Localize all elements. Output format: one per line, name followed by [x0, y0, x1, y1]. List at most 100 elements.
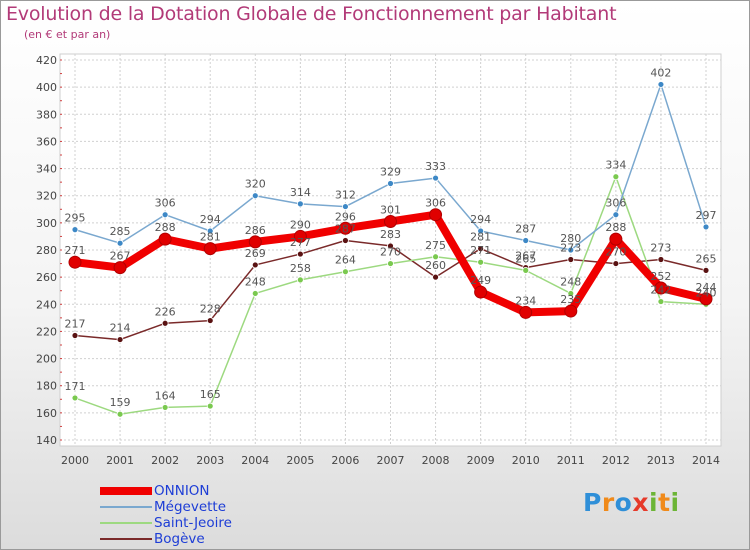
data-label: 288 — [155, 221, 176, 234]
x-tick-label: 2009 — [467, 454, 495, 467]
y-tick-label: 420 — [36, 54, 57, 67]
x-tick-label: 2002 — [151, 454, 179, 467]
data-point — [116, 336, 124, 343]
data-point — [248, 235, 262, 249]
data-point — [612, 173, 620, 181]
data-point — [522, 237, 530, 244]
data-label: 281 — [470, 231, 491, 244]
data-point — [116, 239, 124, 247]
data-point — [702, 266, 710, 274]
data-label: 214 — [110, 322, 131, 335]
legend-swatch-bogeve — [100, 538, 152, 540]
data-label: 273 — [650, 242, 671, 255]
data-label: 306 — [155, 197, 176, 210]
data-point — [612, 260, 620, 267]
y-tick-label: 220 — [36, 325, 57, 338]
data-point — [116, 410, 124, 418]
data-label: 334 — [605, 159, 626, 172]
y-tick-label: 300 — [36, 217, 57, 230]
data-point — [161, 211, 169, 219]
data-label: 171 — [65, 380, 86, 393]
legend-item-megevette: Mégevette — [100, 499, 400, 515]
data-point — [68, 255, 82, 269]
data-label: 265 — [515, 252, 536, 265]
data-point — [432, 174, 439, 182]
data-point — [654, 281, 668, 295]
data-point — [251, 192, 259, 200]
data-point — [657, 256, 665, 263]
data-label: 285 — [110, 225, 131, 238]
data-point — [251, 290, 259, 297]
y-tick-label: 340 — [36, 163, 57, 176]
data-point — [432, 273, 439, 281]
data-point — [477, 227, 485, 235]
data-label: 287 — [515, 223, 536, 236]
x-tick-label: 2007 — [377, 454, 405, 467]
data-label: 297 — [696, 209, 717, 222]
data-label: 258 — [290, 262, 311, 275]
y-tick-label: 180 — [36, 380, 57, 393]
data-label: 271 — [470, 244, 491, 257]
data-point — [338, 221, 352, 235]
data-point — [702, 223, 710, 231]
x-tick-label: 2000 — [61, 454, 89, 467]
data-point — [342, 268, 349, 276]
data-label: 277 — [290, 236, 311, 249]
data-label: 269 — [245, 247, 266, 260]
legend-label-saint-jeoire: Saint-Jeoire — [154, 515, 232, 531]
y-tick-label: 200 — [36, 353, 57, 366]
data-point — [293, 229, 307, 243]
legend-swatch-onnion — [100, 487, 152, 495]
data-label: 312 — [335, 189, 356, 202]
data-label: 244 — [696, 281, 717, 294]
chart-subtitle: (en € et par an) — [24, 28, 111, 41]
legend-item-bogeve: Bogève — [100, 531, 400, 547]
data-point — [609, 232, 623, 246]
legend: ONNION Mégevette Saint-Jeoire Bogève — [100, 483, 400, 547]
data-point — [522, 266, 530, 274]
y-tick-label: 280 — [36, 244, 57, 257]
data-point — [612, 211, 620, 219]
x-tick-label: 2010 — [512, 454, 540, 467]
data-point — [161, 404, 169, 411]
data-point — [564, 304, 578, 318]
data-label: 165 — [200, 388, 221, 401]
y-tick-label: 320 — [36, 190, 57, 203]
data-label: 296 — [335, 210, 356, 223]
data-point — [567, 246, 575, 254]
data-label: 287 — [335, 223, 356, 236]
legend-item-onnion: ONNION — [100, 483, 400, 499]
x-tick-label: 2013 — [647, 454, 675, 467]
data-point — [699, 292, 713, 306]
data-label: 248 — [245, 275, 266, 288]
data-point — [657, 298, 665, 305]
x-tick-label: 2006 — [331, 454, 359, 467]
data-label: 234 — [515, 294, 536, 307]
data-label: 270 — [605, 246, 626, 259]
legend-item-saint-jeoire: Saint-Jeoire — [100, 515, 400, 531]
data-label: 248 — [560, 275, 581, 288]
data-label: 295 — [65, 212, 86, 225]
data-label: 228 — [200, 303, 221, 316]
data-point — [251, 261, 259, 269]
data-point — [71, 332, 79, 339]
data-label: 294 — [200, 213, 221, 226]
y-tick-label: 140 — [36, 434, 57, 447]
y-tick-label: 400 — [36, 81, 57, 94]
x-tick-label: 2008 — [422, 454, 450, 467]
data-label: 301 — [380, 204, 401, 217]
data-label: 273 — [560, 242, 581, 255]
data-point — [342, 203, 349, 210]
data-point — [206, 227, 214, 235]
data-label: 271 — [65, 244, 86, 257]
data-point — [387, 242, 394, 250]
data-label: 286 — [245, 224, 266, 237]
data-point — [477, 245, 485, 253]
x-tick-label: 2011 — [557, 454, 585, 467]
data-point — [477, 258, 485, 266]
data-point — [161, 319, 169, 327]
data-label: 290 — [290, 218, 311, 231]
y-tick-label: 240 — [36, 298, 57, 311]
data-point — [387, 260, 394, 267]
data-point — [296, 276, 304, 284]
